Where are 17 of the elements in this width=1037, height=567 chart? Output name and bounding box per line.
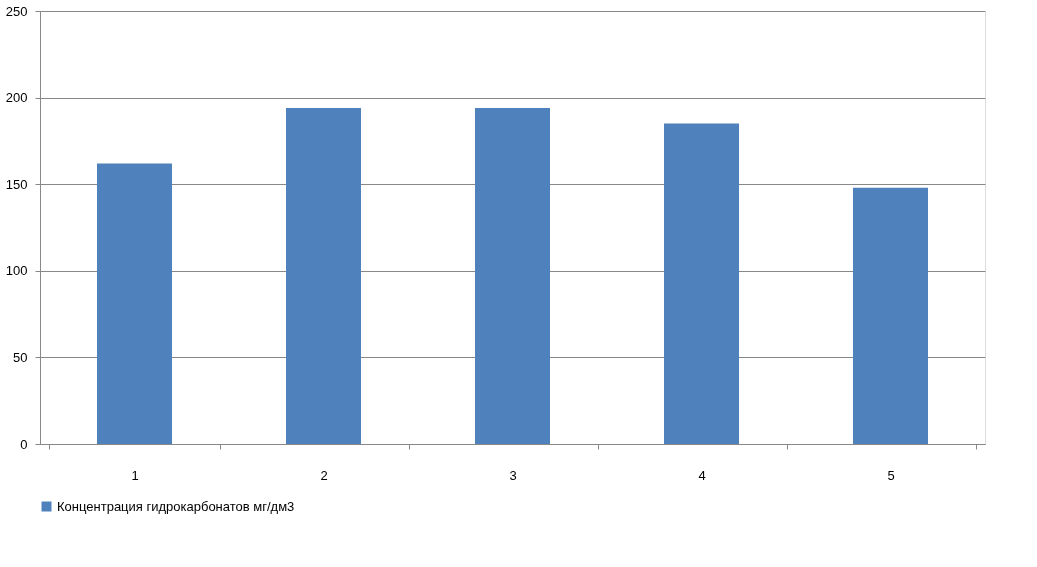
legend-label: Концентрация гидрокарбонатов мг/дм3 [57,498,295,514]
bar [664,123,739,444]
bar [475,107,550,444]
y-tick-label: 250 [5,3,28,19]
bar [853,187,928,444]
bar [286,107,361,444]
x-tick-label: 2 [320,467,328,483]
y-tick-label: 0 [20,436,28,452]
x-tick-label: 5 [887,467,895,483]
bar [97,163,172,444]
y-tick-label: 100 [5,263,28,279]
x-tick-label: 1 [131,467,139,483]
y-tick-label: 200 [5,90,28,106]
x-tick-label: 3 [509,467,517,483]
y-tick-label: 150 [5,176,28,192]
y-tick-label: 50 [13,349,28,365]
x-tick-label: 4 [698,467,706,483]
